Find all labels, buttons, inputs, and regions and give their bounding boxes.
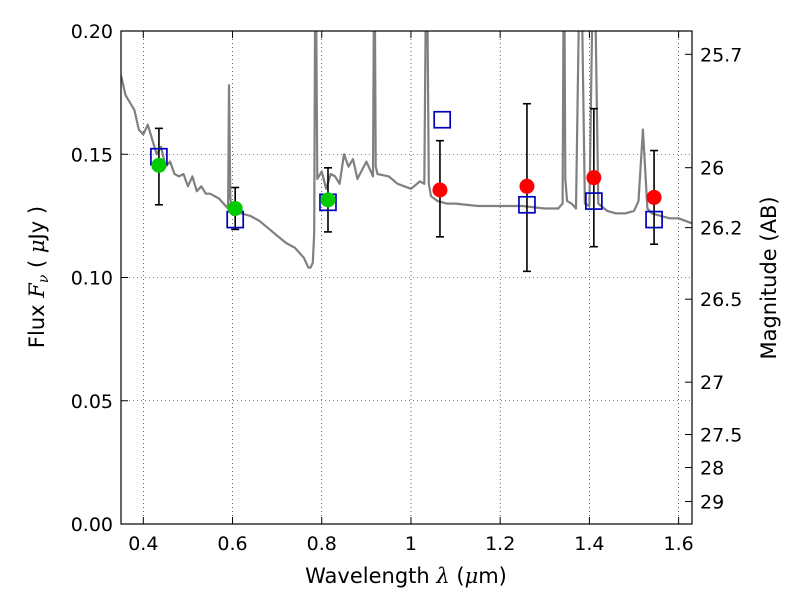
mag-tick-label: 28 (700, 458, 724, 480)
x-tick-label: 0.4 (128, 533, 158, 555)
observed-point-red (646, 189, 662, 205)
mag-tick-label: 26.5 (700, 289, 742, 311)
y2-axis-label: Magnitude (AB) (757, 196, 781, 359)
y-axis-label: Flux Fν ( μJy ) (25, 206, 52, 348)
observed-point-green (320, 192, 336, 208)
x-tick-label: 0.8 (307, 533, 337, 555)
mag-tick-label: 29 (700, 492, 724, 514)
observed-point-green (151, 157, 167, 173)
mag-tick-label: 27.5 (700, 425, 742, 447)
mag-tick-label: 26.2 (700, 218, 742, 240)
mag-tick-label: 27 (700, 372, 724, 394)
model-point (518, 195, 536, 214)
x-tick-label: 0.6 (217, 533, 247, 555)
model-point (433, 110, 452, 129)
x-tick-label: 1.6 (664, 533, 694, 555)
x-axis-label: Wavelength λ (μm) (305, 564, 507, 588)
y-tick-label: 0.00 (71, 514, 113, 536)
model-point (585, 192, 603, 210)
plot-data (121, 31, 692, 273)
y-tick-label: 0.20 (71, 21, 113, 43)
y-tick-label: 0.15 (71, 144, 113, 166)
mag-tick-label: 25.7 (700, 44, 742, 66)
y-tick-label: 0.05 (71, 391, 113, 413)
x-tick-label: 1.4 (574, 533, 604, 555)
mag-tick-label: 26 (700, 158, 724, 180)
y-tick-label: 0.10 (71, 268, 113, 290)
axis-ticks: 0.4 0.6 0.8 1 1.2 1.4 1.6 0.00 0.05 0.10 0.15 0.20 2… (71, 21, 743, 555)
observed-point-green (227, 200, 243, 216)
observed-point-red (519, 178, 535, 194)
spectrum-line (121, 31, 692, 269)
plot-frame (120, 30, 693, 525)
observed-point-red (432, 182, 448, 198)
x-tick-label: 1.2 (485, 533, 515, 555)
grid-lines (121, 30, 692, 525)
model-point (645, 210, 663, 229)
x-tick-label: 1 (405, 533, 417, 555)
observed-point-red (586, 170, 602, 186)
